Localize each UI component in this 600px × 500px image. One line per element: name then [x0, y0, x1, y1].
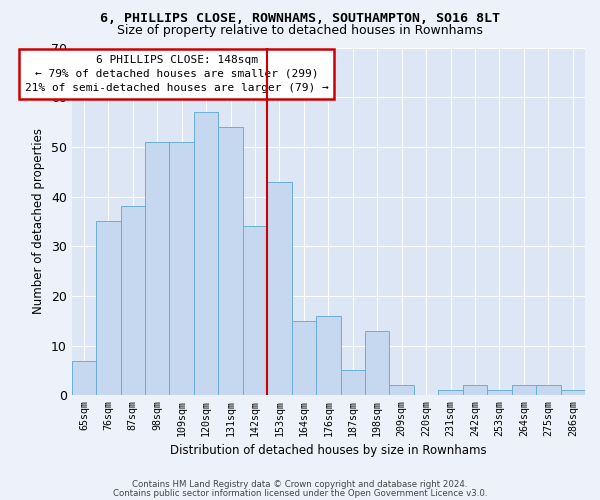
Bar — [463, 386, 487, 396]
Bar — [194, 112, 218, 396]
Bar — [512, 386, 536, 396]
Bar — [292, 321, 316, 396]
Bar — [169, 142, 194, 396]
Text: 6, PHILLIPS CLOSE, ROWNHAMS, SOUTHAMPTON, SO16 8LT: 6, PHILLIPS CLOSE, ROWNHAMS, SOUTHAMPTON… — [100, 12, 500, 26]
Text: Contains public sector information licensed under the Open Government Licence v3: Contains public sector information licen… — [113, 488, 487, 498]
Text: Contains HM Land Registry data © Crown copyright and database right 2024.: Contains HM Land Registry data © Crown c… — [132, 480, 468, 489]
X-axis label: Distribution of detached houses by size in Rownhams: Distribution of detached houses by size … — [170, 444, 487, 458]
Bar — [267, 182, 292, 396]
Bar — [218, 127, 243, 396]
Bar — [316, 316, 341, 396]
Bar — [560, 390, 585, 396]
Text: Size of property relative to detached houses in Rownhams: Size of property relative to detached ho… — [117, 24, 483, 37]
Bar — [389, 386, 414, 396]
Bar — [71, 360, 96, 396]
Bar — [341, 370, 365, 396]
Bar — [439, 390, 463, 396]
Bar — [365, 330, 389, 396]
Text: 6 PHILLIPS CLOSE: 148sqm
← 79% of detached houses are smaller (299)
21% of semi-: 6 PHILLIPS CLOSE: 148sqm ← 79% of detach… — [25, 55, 329, 93]
Bar — [487, 390, 512, 396]
Bar — [96, 222, 121, 396]
Bar — [145, 142, 169, 396]
Bar — [536, 386, 560, 396]
Bar — [121, 206, 145, 396]
Bar — [243, 226, 267, 396]
Y-axis label: Number of detached properties: Number of detached properties — [32, 128, 45, 314]
